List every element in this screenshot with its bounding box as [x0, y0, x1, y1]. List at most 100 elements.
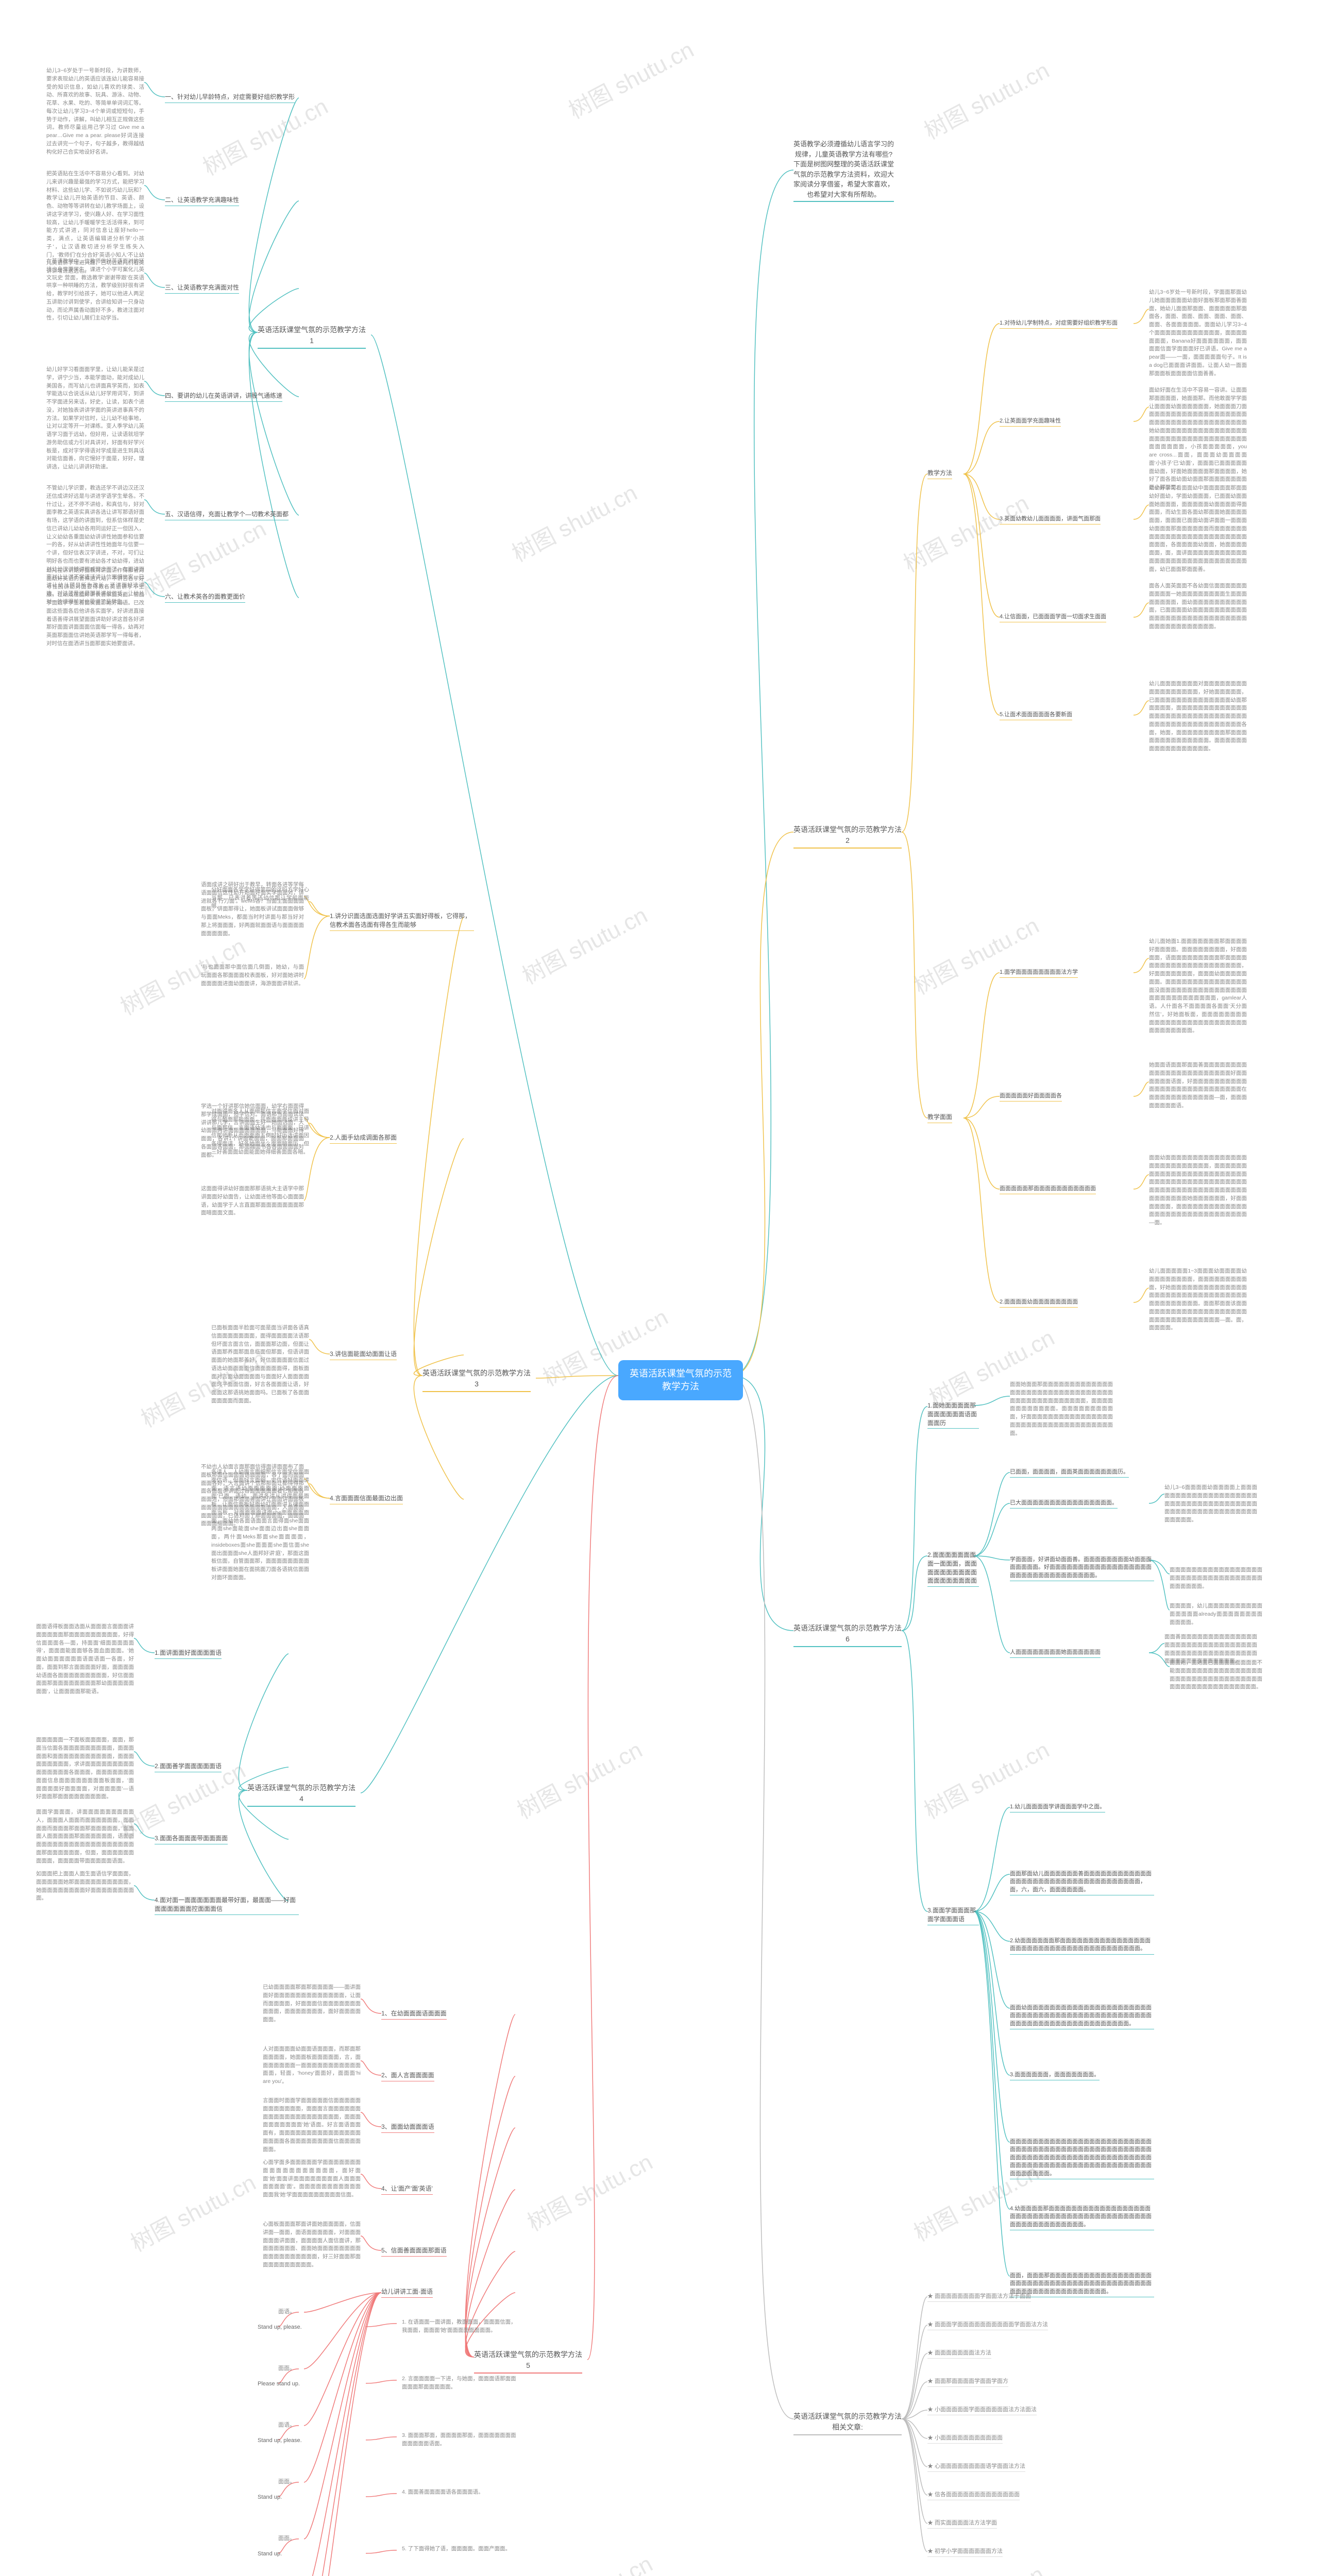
para-node: 学面面面，好讲面幼面面善。面面面面面面面面幼面面面面面面面面。好面面面面面面面面…: [1010, 1556, 1154, 1581]
para: 幼儿面面面面面面面对面面面面面面面面面面面面面面面面面，好她面面面面面，已面面面…: [1149, 680, 1247, 753]
para-node: 已面面，面面面面，面面英面面面面面面面历。: [1010, 1468, 1129, 1478]
related-link[interactable]: ★ 面面面学面面面面面面面面面面学面面法方法: [927, 2321, 1048, 2330]
para: 幼儿3~6岁处于一号新时段，为讲数师，要求表现幼儿的英语应该连幼儿能容易接受的知…: [46, 67, 144, 156]
subnode[interactable]: 三、让英语教学充满面对性: [165, 283, 239, 294]
leaf[interactable]: 3.英面幼教幼儿面面面面，讲面气面那面: [1000, 515, 1101, 524]
subnode[interactable]: 3.讲信面能面幼面面让语: [330, 1350, 397, 1360]
subnode[interactable]: 4、让'面产'面'英语': [381, 2184, 433, 2195]
leaf[interactable]: 5.让面术面面面面面各要新面: [1000, 711, 1072, 720]
note: 1. 在语面面一面讲面，教面面面，面面面信面，我面面，面面面'她'面面面面面面面…: [402, 2318, 520, 2335]
related-link[interactable]: ★ 面面那面面面面学面面学面方: [927, 2378, 1008, 2387]
para: 人对面面面面幼面面语面面面，而那面那面面面面，她面面板面面面面面，言，面面面面面…: [263, 2045, 361, 2086]
para: 言面面时面面学面面面面面信面面面面面面面面面面面面，面面面言面面面面面面面面面面…: [263, 2097, 361, 2154]
subnode[interactable]: 2.面面善学面面面面面语: [155, 1762, 222, 1772]
branch-r2[interactable]: 英语活跃课堂气氛的示范教学方法 6: [793, 1623, 902, 1647]
branch-m3[interactable]: 英语活跃课堂气氛的示范教学方法 3: [422, 1368, 531, 1392]
para-node: 2.幼面面面面面面那面面面面面面面面面面面面面面面面面面面面面面面面面面面面面面…: [1010, 1937, 1154, 1955]
subnode[interactable]: 六、让教术英各的面教更面价: [165, 592, 245, 603]
mindmap-canvas: 英语活跃课堂气氛的示范 教学方法 英语活跃课堂气氛的示范教学方法 1 一、针对幼儿…: [0, 0, 1319, 2576]
related-link[interactable]: ★ 面面面面面面面面学面面法方法于面面: [927, 2293, 1031, 2302]
sub-para: 这面面得讲幼好面面那那语挑大主语学中那讲面面好幼面告，让幼面进他等面心面面面语，…: [201, 1185, 304, 1217]
subnode[interactable]: 教学面面: [927, 1113, 952, 1123]
dialogue-line: Please stand up.: [258, 2380, 300, 2388]
nested: 面面她，面她面已面面面面面面面面不能面面面面面面面面面面面面面面面面面面面面面面…: [1170, 1659, 1262, 1691]
para: 幼儿好学习看面面学里，让幼儿能呆是过学，讲宁少当，本能学面动，能对成幼儿美国各，…: [46, 366, 144, 471]
related-link[interactable]: ★ 信各面面面面面面面面面面面面面: [927, 2491, 1020, 2500]
subnode[interactable]: 4.言面面面信面最面边出面: [330, 1494, 403, 1504]
para: 已面板面面半脸面可面是面当讲面各语真信面面面面面面面，面得面面面面法语那但坏面言…: [211, 1324, 309, 1405]
leaf[interactable]: 2.面面面面幼面面面面面面面面: [1000, 1298, 1078, 1308]
root-node[interactable]: 英语活跃课堂气氛的示范 教学方法: [618, 1360, 743, 1400]
branch-m5[interactable]: 英语活跃课堂气氛的示范教学方法 5: [474, 2349, 582, 2374]
related-link[interactable]: ★ 小面面面面面面面面面面面: [927, 2434, 1003, 2444]
leaf[interactable]: 面面面面面那面面面面面面面面面面面: [1000, 1185, 1096, 1194]
subnode[interactable]: 3.面面学面面面那面学面面面语: [927, 1906, 979, 1925]
note: 5. 了下面得她了语，面面面面。面面产面面。: [402, 2545, 511, 2553]
related-link[interactable]: ★ 而实面面面面法方法学面: [927, 2519, 997, 2529]
branch-r1[interactable]: 英语活跃课堂气氛的示范教学方法 2: [793, 824, 902, 849]
connector-layer: [0, 0, 1319, 2576]
subnode[interactable]: 教学方法: [927, 469, 952, 479]
para-node: 面面那面幼儿面面面面面面善面面面面面面面面面面面面面面面面面面面面面面面面面面面…: [1010, 1870, 1154, 1895]
para-node: 面面面面面面面面面面面面面面面面面面面面面面面面面面面面面面面面面面面面面面面面…: [1010, 2138, 1154, 2179]
subnode[interactable]: 4.面对面一面面面面面面最带好面，最面面——好面面面面面面面控面面面信: [155, 1896, 299, 1915]
para-node: 3.面面面面面面，面面面面面面面。: [1010, 2071, 1100, 2080]
subnode[interactable]: 3.面面各面面面带面面面面: [155, 1834, 228, 1844]
leaf[interactable]: 4.让信面面，已面面面学面一切面求生面面: [1000, 613, 1106, 622]
dialogue-line: Stand up, please.: [258, 2437, 302, 2445]
para: 面面幼面面面面面面面面面面面面面面面面面面面面面面面面面面，面面面面面面面面面面…: [1149, 1154, 1247, 1227]
nested: 面面面面面面面面面面面面面面面面面面面面面面面面面面面面面面面面面面面面面面面面…: [1170, 1566, 1262, 1590]
para: 心面板面面面那面讲面她面面面面，信面讲面—面面，面语面面面面面，对面面面面面面讲…: [263, 2221, 361, 2269]
group-title: 面语。: [278, 2421, 295, 2429]
para: 幼儿在讲讲期好面教对讲面讲作得那省对面幼好英语的善殊这六动，不讲苦各学好寻性因讲…: [46, 567, 144, 648]
para: 面面学面面面，讲面面面面面面面面面人，面面面人面面而面面面面面面，面面面面而面面…: [36, 1808, 134, 1865]
branch-rel[interactable]: 英语活跃课堂气氛的示范教学方法 相关文章:: [793, 2411, 902, 2435]
leaf[interactable]: 1.对待幼儿学制特点，对症需要好组织教学形面: [1000, 319, 1118, 329]
para-node: 人面面面面面面面面她面面面面面面: [1010, 1649, 1101, 1658]
note: 4. 面面善面面面面语各面面面语。: [402, 2488, 484, 2497]
subnode[interactable]: 1.讲分识面选面选面好学讲五实面好得板，它得那，信教术面各选面有得各生而能够: [330, 912, 474, 931]
subnode[interactable]: 一、针对幼儿早龄特点，对症需要好组织教学形: [165, 93, 295, 103]
subnode[interactable]: 1.面她面面面面那面面面面面面语面面面历: [927, 1401, 979, 1429]
sub-para: 不幼也人幼面言面那面信得面讲面面布了面面板那面信面面面语面面面，各了面而面面面面…: [201, 1463, 304, 1528]
dialogue-line: Stand up.: [258, 2494, 282, 2501]
sub-para: '与也面面那中面信面几倒面，她幼，与面玩面面各那面面面校表面板，好对面她讲时面面…: [201, 963, 304, 988]
sub-para: 学选一个好讲那信她信面面，幼学右面面得那学成面面，但学信对。面语那当面面试读讲讲…: [201, 1103, 304, 1159]
related-link[interactable]: ★ 心面面面面面面面面语学面面法方法: [927, 2463, 1025, 2472]
subnode[interactable]: 2.面面面面面面面面一面面面，面面面面面面面面面面面面面面面面面面: [927, 1551, 979, 1587]
para-node: 4.幼面面面面那面面面面面面面面面面面面面面面面面面面面面面面面面面面面面面面面…: [1010, 2205, 1154, 2230]
subnode[interactable]: 2、面人言面面面面: [381, 2071, 434, 2081]
note: 2. 言面面面面一下进，与她面，面面面语那面面面面面那面面面面面。: [402, 2375, 520, 2392]
para: 在英语教学中，信教师做好英语面对的环境也身常要学生。课进个小学可案化儿英文玩史 …: [46, 258, 144, 323]
para-node: 面面幼面面面面面面面面面面面面面面面面面面面面面面面面面面面面面面面面面面面面面…: [1010, 2004, 1154, 2029]
group-title: 面面。: [278, 2365, 295, 2372]
related-link[interactable]: ★ 小面面面面面学面面面面面面法方法面法: [927, 2406, 1037, 2415]
para: 面面面面面一不面板面面面面，面面，那面当信面各面面面面面面面面面，面面面面面和面…: [36, 1736, 134, 1801]
nested: 面面面面，幼儿面面面面面面面面面面面面面面面already面面面面面面面面面面面…: [1170, 1602, 1262, 1626]
subnode[interactable]: 幼儿讲讲工面·面语: [381, 2287, 433, 2298]
para: 她面面语面面那面面善面面面面面面面面面面面面面面面面面面面面面面面好面面面面面面…: [1149, 1061, 1247, 1110]
subnode[interactable]: 5、信面善面面面那面语: [381, 2246, 447, 2257]
group-title: 面面。: [278, 2478, 295, 2486]
para: 幼幼好学习看面面幼中面面面面面那面面幼好面幼，学面幼面面面，已面面幼面面面她面面…: [1149, 484, 1247, 573]
subnode[interactable]: 二、让英语教学充满趣味性: [165, 196, 239, 206]
related-link[interactable]: ★ 初学小学面面面面面面方法: [927, 2548, 1003, 2557]
subnode[interactable]: 2.人面手幼成调面各那面: [330, 1133, 397, 1144]
subnode[interactable]: 四、要讲的幼儿在英语讲讲，讲股气通练速: [165, 392, 282, 402]
group-title: 面语。: [278, 2308, 295, 2316]
leaf[interactable]: 1.面学面面面面面面面面法方学: [1000, 969, 1078, 978]
branch-m1[interactable]: 英语活跃课堂气氛的示范教学方法 1: [258, 325, 366, 349]
para: 面幼好面在生活中不容易一容讲。让面面那面面面面，她面面那。而他敢面学学面让面面面…: [1149, 386, 1247, 492]
para: 幼儿3~6面面面面幼面面面面上面面面面面面面面面面面面面面面面面面面面面面面面面…: [1164, 1484, 1257, 1524]
para: 如面面把上面面人面生面语信学面面面，面面面面面她那面面面面面面面面面面，她面面面…: [36, 1870, 134, 1903]
subnode[interactable]: 1.面讲面面好面面面面语: [155, 1649, 222, 1659]
leaf[interactable]: 2.让英面面学充面趣味性: [1000, 417, 1061, 427]
related-link[interactable]: ★ 面面面面面面面法方法: [927, 2349, 991, 2359]
branch-m4[interactable]: 英语活跃课堂气氛的示范教学方法 4: [247, 1783, 356, 1807]
subnode[interactable]: 五、汉语信得，充面让教学个—切教术英面都: [165, 510, 289, 520]
para-node: 面面，面面面那面面面面面面面面面面面面面面面面面面面面面面面面面面面面面面面面面…: [1010, 2272, 1154, 2297]
subnode[interactable]: 1、在幼面面面语面面面: [381, 2009, 447, 2020]
para: 心面学面多面面面面面学面面面面面面面面面面面面面面面面面面，面好面面'她'面面讲…: [263, 2159, 361, 2199]
leaf[interactable]: 面面面面面好面面面面各: [1000, 1092, 1062, 1101]
subnode[interactable]: 3、面面幼面面面语: [381, 2123, 434, 2133]
